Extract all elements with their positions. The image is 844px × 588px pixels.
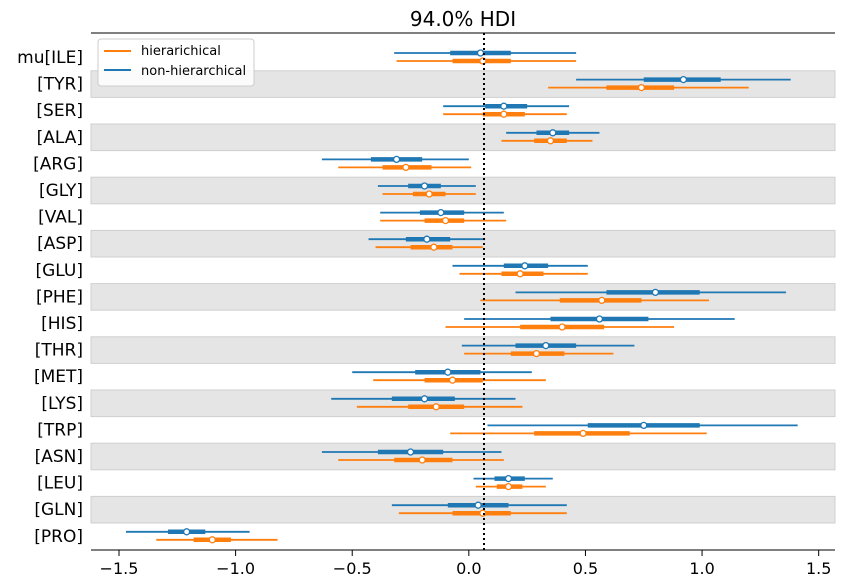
row-band (90, 389, 836, 418)
median-point (558, 323, 566, 331)
median-point (640, 421, 648, 430)
y-tick-label: [SER] (36, 101, 83, 121)
median-point (418, 456, 426, 464)
y-tick-label: [GLU] (35, 261, 83, 281)
median-point (425, 190, 433, 198)
median-point (679, 75, 688, 84)
y-tick-label: [VAL] (38, 208, 83, 228)
row-band (90, 176, 836, 205)
median-point (651, 288, 660, 297)
median-point (423, 235, 431, 243)
median-point (504, 482, 513, 491)
median-point (595, 315, 604, 323)
median-point (437, 208, 445, 217)
median-point (208, 536, 216, 544)
y-tick-label: [LEU] (37, 474, 83, 494)
median-point (598, 296, 606, 305)
x-tick-label: −0.5 (333, 559, 372, 578)
legend-label-non-hierarchical: non-hierarchical (141, 64, 246, 79)
y-tick-label: [PRO] (34, 527, 83, 547)
x-tick-label: 0.5 (573, 559, 598, 578)
row-band (90, 229, 836, 258)
y-tick-label: [GLY] (39, 181, 83, 201)
median-point (521, 262, 529, 270)
x-tick-label: 1.5 (806, 559, 831, 578)
median-point (392, 155, 401, 164)
median-point (516, 270, 524, 278)
median-point (504, 474, 513, 483)
row-band (90, 495, 836, 524)
y-tick-label: [ALA] (37, 128, 83, 148)
median-point (532, 349, 541, 358)
row-band (90, 123, 836, 152)
row-bands (90, 70, 836, 524)
median-point (402, 163, 410, 172)
x-axis: −1.5 −1.0 −0.5 0.0 0.5 1.0 1.5 (100, 550, 831, 578)
median-point (474, 501, 482, 509)
row-band (90, 336, 836, 364)
median-point (637, 83, 646, 92)
y-tick-label: [ARG] (33, 154, 83, 174)
y-tick-labels: mu[ILE] [TYR] [SER] [ALA] [ARG] [GLY] [VAL] [AS… (17, 48, 83, 547)
median-point (448, 376, 457, 384)
y-tick-label: [THR] (35, 341, 83, 361)
x-tick-label: 1.0 (689, 559, 714, 578)
median-point (182, 528, 191, 536)
median-point (549, 129, 557, 137)
y-tick-label: [TRP] (37, 420, 83, 440)
median-point (430, 243, 438, 251)
legend: hierarichical non-hierarchical (97, 38, 255, 87)
y-tick-label: [ASN] (35, 447, 83, 467)
x-tick-label: −1.0 (216, 559, 255, 578)
median-point (579, 429, 587, 438)
x-tick-label: −1.5 (100, 559, 139, 578)
series-non-hierarchical (125, 49, 798, 536)
y-tick-label: [ASP] (37, 234, 83, 254)
legend-label-hierarichical: hierarichical (141, 44, 221, 59)
y-tick-label: [GLN] (34, 500, 83, 520)
row-band (90, 442, 836, 471)
y-tick-label: [LYS] (41, 394, 83, 414)
median-point (420, 182, 429, 190)
median-point (406, 448, 415, 456)
y-tick-label: [TYR] (37, 75, 83, 95)
y-tick-label: mu[ILE] (17, 48, 83, 68)
median-point (500, 110, 508, 118)
median-point (420, 395, 429, 403)
series-hierarichical (156, 57, 749, 544)
row-band (90, 283, 836, 311)
median-point (476, 49, 485, 57)
y-tick-label: [MET] (34, 367, 83, 387)
median-point (542, 341, 550, 350)
median-point (444, 368, 452, 376)
series-layer (125, 49, 798, 544)
median-point (546, 137, 555, 145)
legend-box (97, 38, 255, 87)
median-point (441, 216, 450, 225)
y-tick-label: [PHE] (36, 287, 83, 307)
median-point (500, 102, 508, 110)
chart-title: 94.0% HDI (410, 7, 516, 31)
median-point (432, 403, 440, 411)
x-tick-label: 0.0 (456, 559, 481, 578)
y-tick-label: [HIS] (41, 314, 83, 334)
